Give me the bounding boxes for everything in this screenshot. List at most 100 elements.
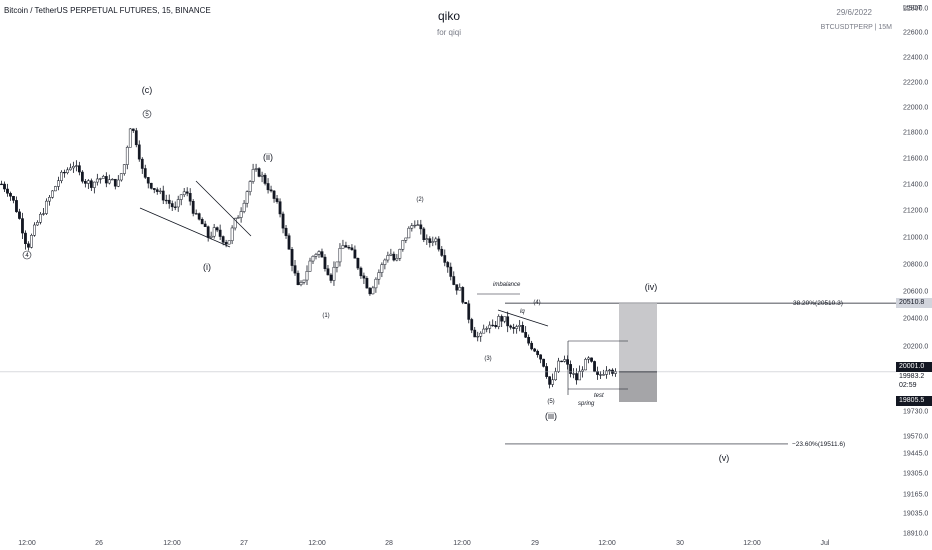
candle-body	[248, 181, 252, 192]
candle-body	[473, 329, 477, 338]
candle-body	[48, 197, 51, 202]
candle-body	[33, 224, 36, 236]
price-tick-label: 20400.0	[903, 316, 928, 323]
candle-body	[569, 364, 572, 374]
candle-body	[39, 213, 42, 223]
note-test: test	[594, 393, 604, 399]
candle-body	[425, 238, 429, 240]
candle-body	[89, 180, 93, 188]
trend-line-lower	[139, 207, 231, 248]
price-tick-label: 22200.0	[903, 80, 928, 87]
candle-body	[353, 249, 357, 259]
time-axis[interactable]: 12:00 26 12:00 27 12:00 28 12:00 29 12:00 30 12:00…	[18, 540, 830, 547]
candle-body	[30, 235, 33, 248]
candle-body	[443, 255, 447, 263]
candle-body	[0, 183, 3, 186]
candle-body	[467, 303, 471, 320]
candle-body	[542, 358, 546, 367]
subwave-label-3: (3)	[484, 356, 491, 362]
candle-body	[272, 190, 276, 199]
price-tick-label: 22600.0	[903, 30, 928, 37]
candle-body	[45, 200, 48, 214]
candle-body	[407, 227, 411, 239]
candle-body	[230, 227, 234, 241]
note-spring: spring	[578, 401, 595, 407]
candle-body	[446, 262, 450, 268]
candle-body	[152, 188, 156, 190]
candle-body	[278, 201, 282, 215]
candle-body	[98, 178, 102, 180]
candle-body	[464, 302, 468, 305]
candle-body	[608, 369, 611, 372]
candle-body	[416, 224, 420, 226]
wave-label-c: (c)	[142, 85, 153, 95]
candle-body	[27, 243, 30, 248]
candle-body	[116, 179, 120, 187]
candle-body	[557, 360, 560, 372]
candle-body	[341, 245, 345, 249]
candle-body	[515, 326, 519, 329]
time-tick-label: Jul	[821, 540, 830, 547]
liquidity-line	[497, 309, 549, 327]
subwave-label-5: (5)	[547, 399, 554, 405]
candle-body	[488, 324, 492, 329]
candle-body	[42, 213, 45, 215]
candle-body	[362, 275, 366, 279]
candle-body	[437, 238, 441, 250]
candle-body	[239, 211, 243, 218]
candle-body	[551, 379, 554, 385]
candle-body	[530, 342, 534, 350]
candle-body	[311, 255, 315, 262]
candle-body	[86, 180, 90, 184]
candle-body	[485, 328, 489, 330]
candle-body	[296, 272, 300, 286]
candle-body	[452, 276, 456, 285]
price-tick-label: 21000.0	[903, 235, 928, 242]
target-box-upper	[619, 303, 657, 372]
candle-body	[482, 328, 486, 334]
price-tick-label: 20200.0	[903, 344, 928, 351]
candle-body	[287, 235, 291, 250]
candle-body	[149, 182, 153, 189]
candle-body	[119, 173, 123, 181]
candle-body	[413, 224, 417, 227]
candle-body	[161, 190, 165, 201]
candle-body	[236, 217, 240, 219]
candle-body	[6, 188, 9, 194]
price-axis[interactable]: 22800.0 22600.0 22400.0 22200.0 22000.0 21800…	[896, 0, 932, 550]
candle-body	[587, 357, 590, 360]
subwave-label-4: (4)	[533, 300, 540, 306]
candle-body	[3, 183, 6, 190]
candle-body	[74, 165, 78, 167]
candle-body	[614, 371, 617, 374]
candle-body	[332, 266, 336, 281]
price-tick-label: 19305.0	[903, 471, 928, 478]
candle-body	[545, 366, 549, 377]
candle-body	[155, 189, 159, 192]
candle-body	[51, 190, 54, 198]
candle-body	[245, 191, 249, 204]
price-tick-label: 19445.0	[903, 451, 928, 458]
candle-body	[164, 199, 168, 202]
candle-body	[518, 325, 522, 327]
candle-body	[71, 166, 75, 169]
candle-body	[134, 130, 138, 146]
candle-body	[15, 200, 18, 213]
wave-marker-4-circle	[22, 250, 32, 260]
candle-body	[320, 251, 324, 258]
candle-body	[527, 337, 531, 344]
candle-body	[110, 178, 114, 181]
price-tick-label: 20600.0	[903, 289, 928, 296]
candle-body	[344, 245, 348, 248]
candle-body	[566, 359, 569, 365]
candle-body	[500, 316, 504, 322]
candle-body	[242, 202, 246, 212]
candle-body	[263, 174, 267, 184]
candle-body	[590, 357, 593, 362]
candle-body	[212, 227, 216, 237]
candle-body	[293, 265, 297, 274]
price-tick-label: 19570.0	[903, 434, 928, 441]
time-tick-label: 12:00	[453, 540, 471, 547]
candle-series	[0, 127, 617, 389]
